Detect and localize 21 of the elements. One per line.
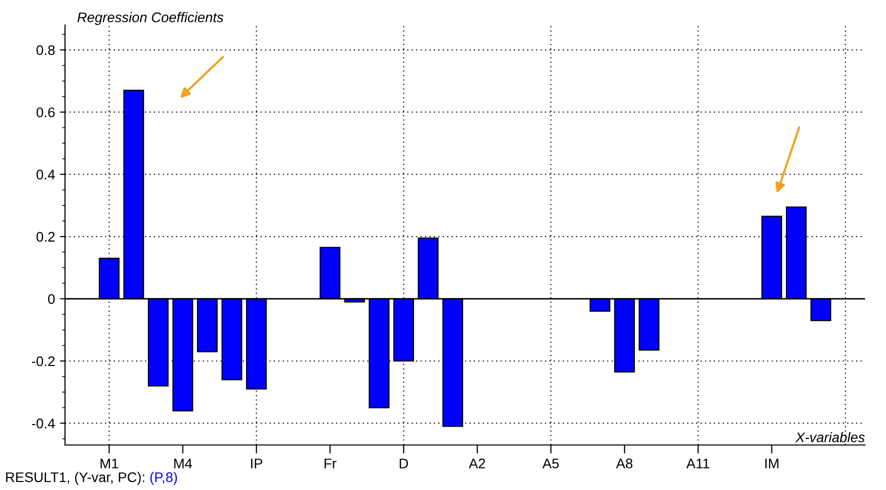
- y-tick-label: 0.6: [36, 107, 55, 118]
- y-tick-label: -0.4: [32, 418, 55, 428]
- x-tick-label: M4: [174, 458, 192, 468]
- y-tick-label: -0.2: [32, 356, 55, 366]
- x-tick-label: A11: [686, 458, 710, 468]
- x-tick-label: A8: [616, 458, 632, 468]
- y-tick-label: 0.8: [36, 45, 55, 56]
- text: (P,8): [150, 472, 177, 485]
- x-tick-label: Fr: [324, 458, 336, 468]
- x-tick-label: D: [400, 458, 408, 468]
- y-axis-title: Regression Coefficients: [77, 12, 224, 25]
- x-axis-title: X-variables: [795, 432, 865, 442]
- x-tick-label: A5: [542, 458, 559, 468]
- x-tick-label: IP: [251, 458, 262, 468]
- x-tick-label: IM: [765, 458, 778, 468]
- x-tick-label: A2: [468, 458, 486, 468]
- y-tick-label: 0: [48, 294, 55, 304]
- y-tick-label: 0.2: [36, 232, 55, 242]
- text: RESULT1, (Y-var, PC):: [6, 472, 144, 485]
- y-tick-label: 0.4: [36, 170, 55, 180]
- x-tick-label: M1: [100, 458, 118, 468]
